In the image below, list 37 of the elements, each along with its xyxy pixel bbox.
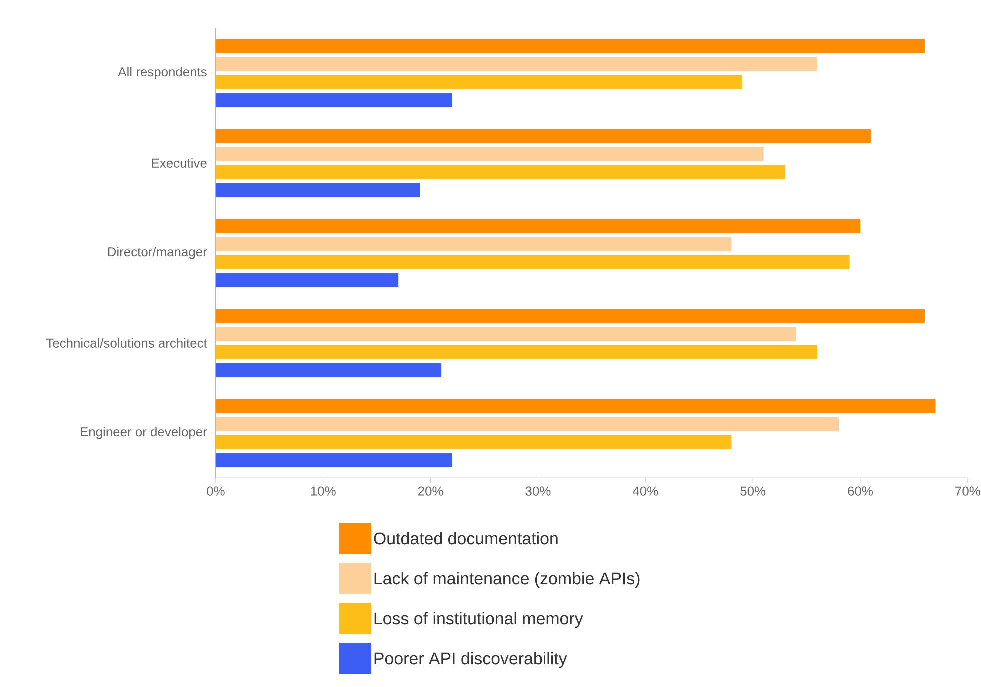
bar xyxy=(216,183,420,198)
x-tick-label: 0% xyxy=(207,486,225,496)
bar xyxy=(216,435,732,450)
y-tick-label: Director/manager xyxy=(108,247,208,260)
bar xyxy=(216,75,742,90)
x-tick-label: 30% xyxy=(526,486,551,496)
y-tick-label: Engineer or developer xyxy=(81,427,208,440)
x-tick-label: 60% xyxy=(848,486,874,496)
bar xyxy=(216,345,818,360)
legend-label: Lack of maintenance (zombie APIs) xyxy=(374,572,640,588)
bar xyxy=(216,255,850,270)
bar xyxy=(216,363,442,378)
bar xyxy=(216,147,764,162)
bar xyxy=(216,165,786,180)
y-tick-label: Technical/solutions architect xyxy=(46,338,208,348)
y-tick-label: All respondents xyxy=(118,67,207,80)
bar xyxy=(216,57,818,72)
bar xyxy=(216,129,872,144)
bar xyxy=(216,219,861,234)
y-tick-label: Executive xyxy=(152,158,207,168)
legend-label: Outdated documentation xyxy=(374,532,558,545)
bar xyxy=(216,453,452,468)
bar xyxy=(216,39,925,54)
bar xyxy=(216,327,796,342)
bar xyxy=(216,399,936,414)
legend-label: Poorer API discoverability xyxy=(374,652,568,668)
bar xyxy=(216,273,399,288)
legend-label: Loss of institutional memory xyxy=(374,612,584,628)
x-tick-label: 50% xyxy=(740,486,766,496)
bar xyxy=(216,237,732,252)
x-tick-label: 20% xyxy=(418,486,444,496)
bar xyxy=(216,93,452,108)
bar xyxy=(216,417,840,432)
bar xyxy=(216,309,925,324)
x-tick-label: 10% xyxy=(311,486,336,496)
x-tick-label: 40% xyxy=(632,486,658,496)
x-tick-label: 70% xyxy=(956,486,980,496)
